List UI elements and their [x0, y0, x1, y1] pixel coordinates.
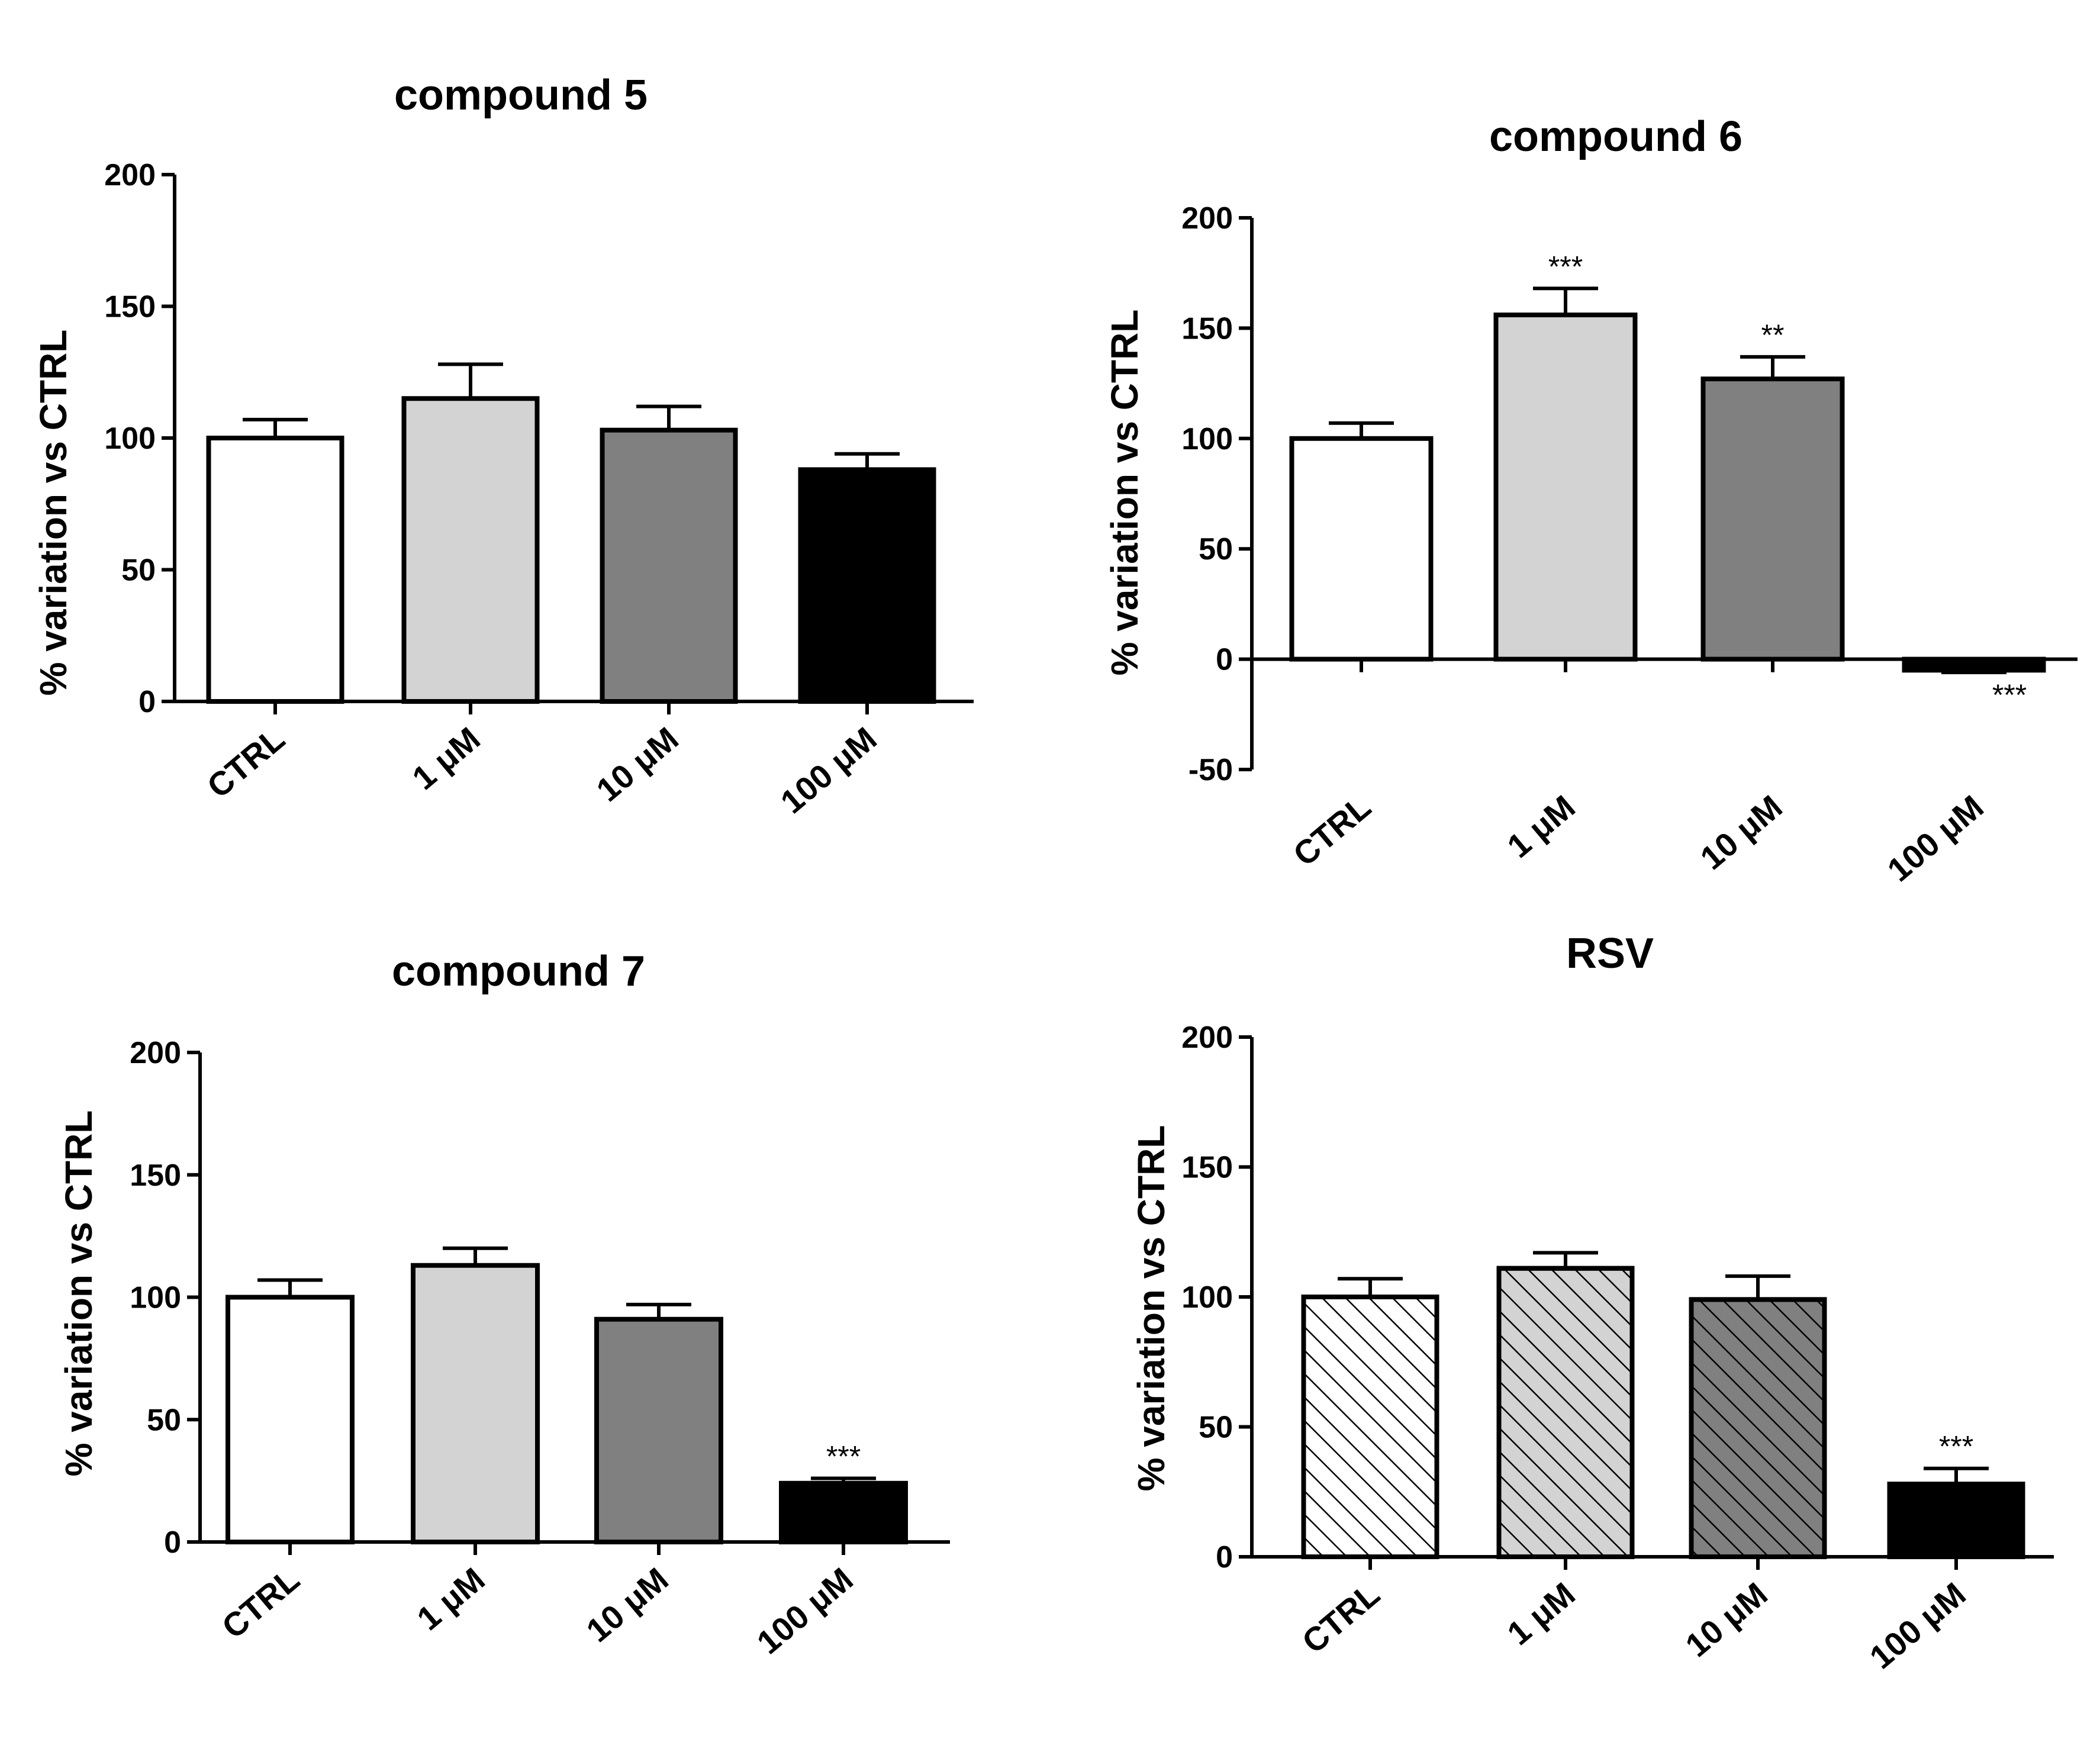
- y-tick-label: 50: [147, 1403, 181, 1437]
- bar: [1700, 376, 1845, 662]
- significance-label: **: [1761, 318, 1785, 352]
- y-axis-label: % variation vs CTRL: [1130, 1125, 1173, 1492]
- y-tick-label: 100: [130, 1281, 181, 1315]
- x-tick-label: 10 μM: [590, 720, 685, 809]
- bar: [600, 427, 738, 704]
- bar: [1493, 313, 1638, 662]
- chart-compound-7: compound 7 % variation vs CTRL 0 50 100 150…: [57, 948, 950, 1661]
- chart-rsv: RSV % variation vs CTRL 0 50 100 150 200 CTRL…: [1130, 930, 2054, 1676]
- y-tick-label: 150: [1181, 311, 1233, 346]
- chart-plot-compound-6: -50 0 50 100 150 200 CTRL *** 1 μM ** 10 μM *** 100 …: [1181, 201, 2078, 888]
- x-tick-label: 100 μM: [1880, 788, 1991, 888]
- y-tick-label: 150: [104, 290, 156, 324]
- y-tick-label: 0: [164, 1525, 181, 1560]
- y-tick-label: 150: [1181, 1151, 1233, 1185]
- x-tick-label: 10 μM: [1693, 788, 1789, 877]
- y-tick-label: 0: [1216, 1540, 1233, 1575]
- chart-plot-compound-7: 0 50 100 150 200 CTRL 1 μM 10 μM *** 100 μM: [130, 1036, 950, 1661]
- x-tick-label: 1 μM: [410, 1560, 491, 1637]
- y-tick-label: 0: [139, 685, 156, 719]
- y-tick-label: 200: [1181, 201, 1233, 236]
- x-tick-label: 100 μM: [750, 1560, 860, 1661]
- significance-label: ***: [826, 1440, 861, 1473]
- bar-hatch: [1301, 1295, 1439, 1559]
- x-tick-label: 100 μM: [774, 720, 884, 820]
- bar-hatch: [1496, 1266, 1635, 1559]
- x-tick-label: CTRL: [200, 720, 292, 805]
- bar: [779, 1480, 908, 1545]
- x-tick-label: 1 μM: [1500, 1575, 1582, 1652]
- y-axis-label: % variation vs CTRL: [32, 330, 75, 696]
- x-tick-label: CTRL: [1286, 788, 1378, 873]
- y-tick-label: 0: [1216, 643, 1233, 677]
- y-tick-label: -50: [1189, 753, 1233, 787]
- y-tick-label: 150: [130, 1158, 181, 1193]
- bar: [401, 396, 540, 704]
- significance-label: ***: [1548, 250, 1583, 283]
- y-tick-label: 50: [121, 553, 156, 588]
- significance-label: ***: [1939, 1430, 1973, 1463]
- chart-title: compound 5: [394, 72, 648, 119]
- x-tick-label: CTRL: [1295, 1575, 1387, 1660]
- chart-title: compound 6: [1489, 113, 1743, 160]
- significance-label: ***: [1992, 678, 2027, 712]
- chart-title: compound 7: [392, 948, 645, 995]
- chart-compound-6: compound 6 % variation vs CTRL -50 0 50 100…: [1103, 113, 2078, 888]
- chart-compound-5: compound 5 % variation vs CTRL 0 50 100 150…: [32, 72, 974, 820]
- x-tick-label: 1 μM: [1500, 788, 1582, 865]
- bar: [594, 1316, 723, 1545]
- bar: [411, 1263, 540, 1545]
- y-axis-label: % variation vs CTRL: [1103, 310, 1146, 676]
- y-tick-label: 200: [1181, 1020, 1233, 1055]
- y-tick-label: 200: [104, 158, 156, 192]
- bar: [226, 1295, 355, 1544]
- bar-hatch: [1689, 1297, 1827, 1559]
- y-tick-label: 100: [104, 421, 156, 456]
- x-tick-label: 10 μM: [1679, 1575, 1774, 1664]
- chart-plot-compound-5: 0 50 100 150 200 CTRL 1 μM 10 μM 100 μM: [104, 158, 974, 820]
- y-tick-label: 200: [130, 1036, 181, 1070]
- bar: [798, 467, 936, 704]
- chart-title: RSV: [1566, 930, 1654, 977]
- y-tick-label: 100: [1181, 1280, 1233, 1315]
- x-tick-label: 100 μM: [1863, 1575, 1973, 1676]
- x-tick-label: CTRL: [215, 1560, 307, 1646]
- chart-plot-rsv: 0 50 100 150 200 CTRL 1 μM 10 μM *** 100 μM: [1181, 1020, 2054, 1676]
- bar: [206, 436, 344, 704]
- y-tick-label: 100: [1181, 422, 1233, 456]
- x-tick-label: 1 μM: [405, 720, 487, 797]
- y-tick-label: 50: [1199, 532, 1233, 566]
- x-tick-label: 10 μM: [579, 1560, 675, 1649]
- y-axis-label: % variation vs CTRL: [57, 1110, 100, 1477]
- bar: [1887, 1482, 2025, 1560]
- y-tick-label: 50: [1199, 1411, 1233, 1445]
- bar: [1289, 436, 1434, 662]
